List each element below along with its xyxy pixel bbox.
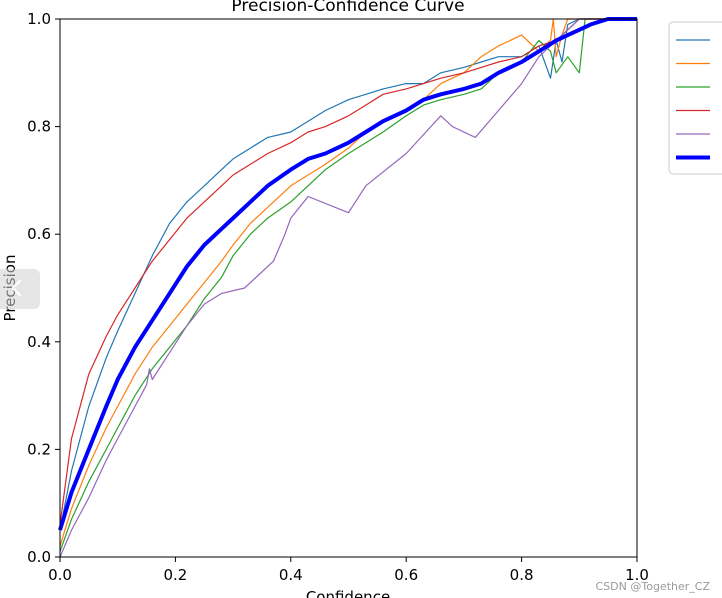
y-tick-label: 0.8 bbox=[27, 118, 51, 136]
x-axis-label: Confidence bbox=[306, 588, 390, 598]
series-layer bbox=[58, 17, 637, 558]
previous-image-button[interactable] bbox=[0, 269, 40, 309]
series-line-6 bbox=[58, 17, 637, 531]
x-tick-label: 0.8 bbox=[510, 566, 534, 584]
x-tick-label: 1.0 bbox=[625, 566, 649, 584]
y-tick-label: 1.0 bbox=[27, 10, 51, 28]
y-tick-label: 0.6 bbox=[27, 225, 51, 243]
ticks-layer: 0.0 0.2 0.4 0.6 0.8 1.0 0.0 0.2 0.4 0.6 0.8 1.0 bbox=[27, 10, 649, 584]
y-tick-label: 0.4 bbox=[27, 333, 51, 351]
x-tick-label: 0.4 bbox=[279, 566, 303, 584]
watermark: CSDN @Together_CZ bbox=[595, 580, 710, 593]
series-line-2 bbox=[59, 18, 637, 547]
series-line-4 bbox=[59, 18, 637, 525]
series-line-1 bbox=[59, 18, 637, 531]
x-tick-label: 0.6 bbox=[394, 566, 418, 584]
y-tick-label: 0.0 bbox=[27, 548, 51, 566]
y-tick-label: 0.2 bbox=[27, 440, 51, 458]
chart-title: Precision-Confidence Curve bbox=[231, 0, 464, 16]
plot-frame bbox=[59, 18, 638, 558]
x-tick-label: 0.0 bbox=[48, 566, 72, 584]
legend bbox=[668, 21, 722, 175]
legend-box bbox=[668, 21, 722, 175]
series-line-5 bbox=[59, 18, 637, 558]
series-line-3 bbox=[59, 18, 637, 552]
x-tick-label: 0.2 bbox=[163, 566, 187, 584]
